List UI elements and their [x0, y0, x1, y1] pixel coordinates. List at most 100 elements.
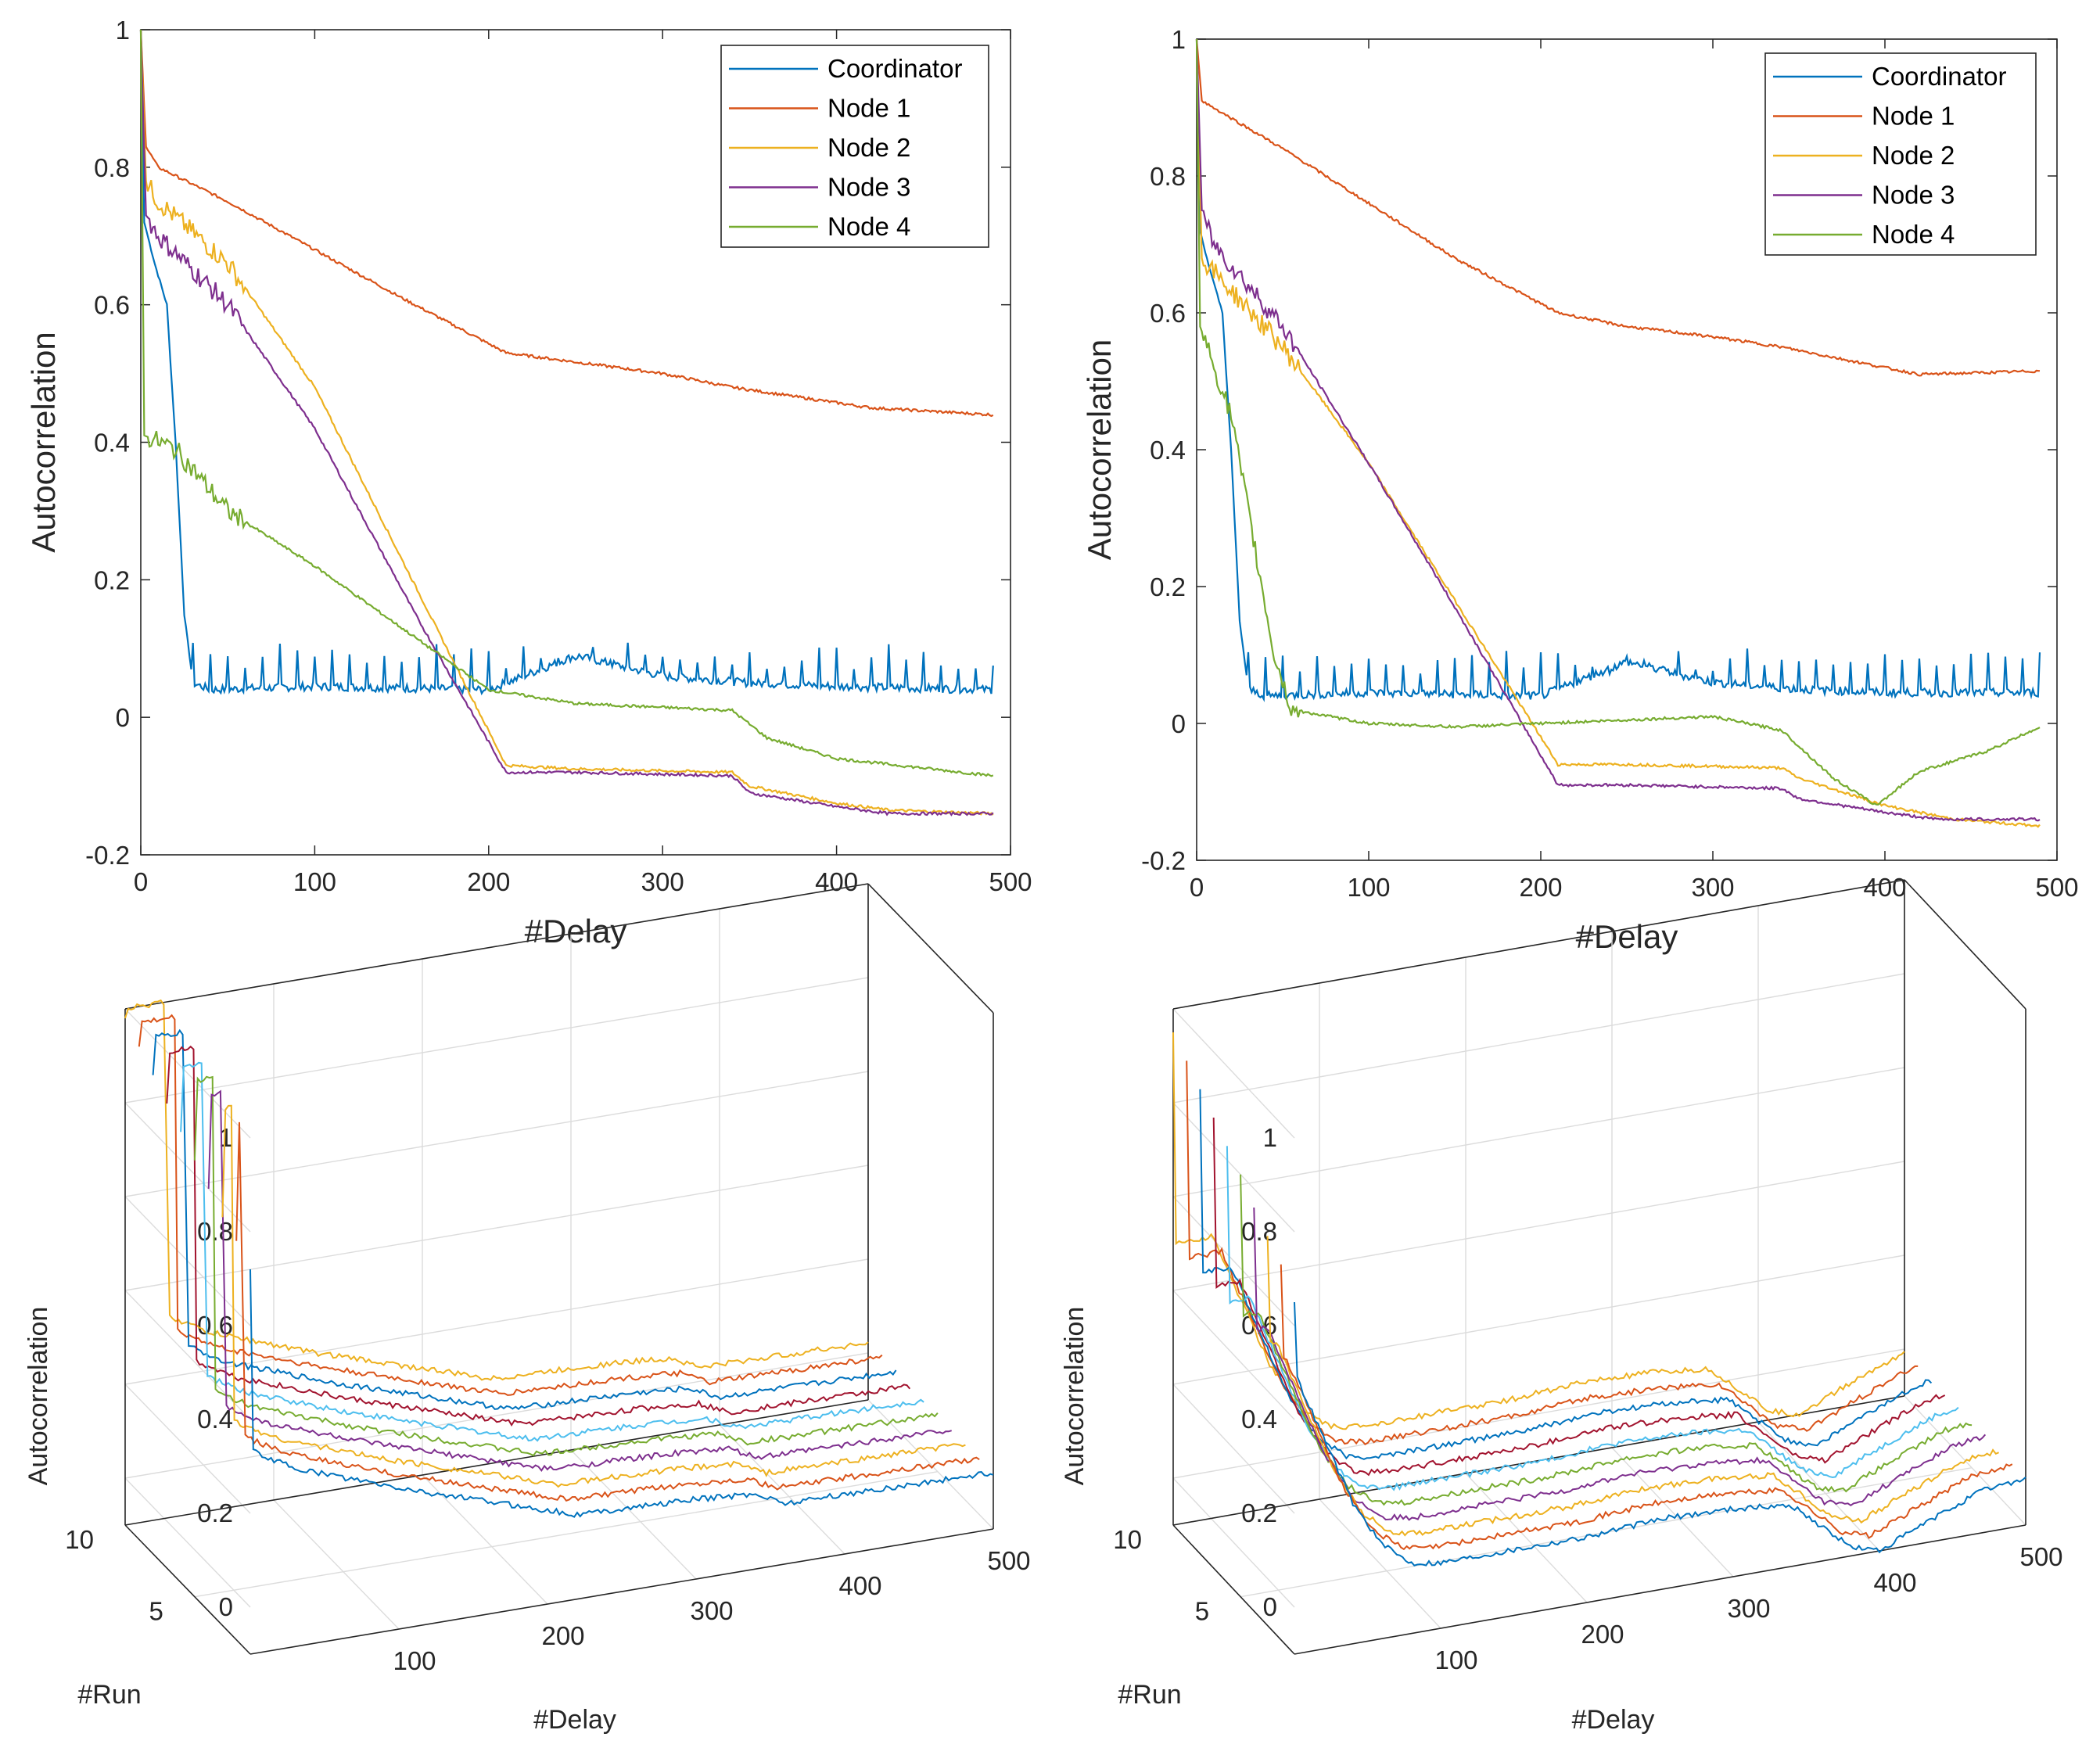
y-axis-label: Autocorrelation	[25, 332, 62, 553]
legend-entry: Node 4	[1872, 220, 1955, 249]
x-gridline-floor	[719, 1424, 845, 1555]
y-tick-label: 0.6	[94, 291, 130, 320]
x-tick-label: 100	[393, 1646, 436, 1675]
x-gridline-floor	[1757, 1421, 1880, 1552]
legend: Coordinator Node 1 Node 2 Node 3 Node 4	[1764, 52, 2037, 256]
x-gridline-floor	[273, 1499, 400, 1630]
legend-entry: Node 2	[827, 133, 910, 162]
legend: Coordinator Node 1 Node 2 Node 3 Node 4	[720, 45, 989, 248]
y-tick-label: -0.2	[85, 841, 130, 870]
x-axis-label: #Delay	[1572, 1705, 1655, 1735]
x-tick-label: 500	[989, 867, 1032, 896]
z-gridline-back	[124, 1258, 869, 1385]
x-tick-label: 100	[293, 867, 336, 896]
z-gridline-side	[1172, 1196, 1295, 1326]
x-tick-label: 300	[1691, 873, 1734, 902]
series-line-node-3	[1195, 38, 2041, 822]
z-tick-label: 0.8	[1241, 1217, 1277, 1246]
x-tick-label: 200	[467, 867, 510, 896]
x-gridline-floor	[867, 1399, 994, 1530]
legend-entry: Node 1	[827, 94, 910, 123]
run-line-1	[1294, 1301, 2026, 1567]
series-line-node-3	[139, 29, 994, 816]
z-tick-label: 1	[219, 1123, 233, 1152]
y-axis-line	[1172, 1524, 1295, 1655]
run-line-10	[124, 999, 869, 1381]
x-tick-label: 500	[2035, 873, 2078, 902]
run-line-4	[1253, 1207, 1987, 1521]
legend-box	[1764, 52, 2037, 256]
z-tick-label: 0.2	[197, 1498, 233, 1527]
run-line-2	[1280, 1264, 2013, 1551]
y-tick-label: 10	[65, 1525, 94, 1554]
y-axis-label: #Run	[77, 1680, 141, 1710]
z-axis-label: Autocorrelation	[23, 1307, 53, 1486]
x-tick-label: 200	[1519, 873, 1562, 902]
z-gridline-back	[1172, 1161, 1905, 1291]
y-tick-label: 0.4	[1150, 436, 1186, 465]
y-gridline-floor	[194, 1470, 939, 1598]
series-line-coordinator	[1195, 38, 2041, 702]
chart-bottom-left: 00.20.40.60.81100200300400500510#Delay#R…	[23, 883, 1031, 1735]
x-tick-label: 300	[641, 867, 684, 896]
z-gridline-side	[124, 1384, 251, 1514]
x-tick-label: 100	[1434, 1646, 1477, 1674]
y-tick-label: 5	[1195, 1597, 1209, 1626]
y-tick-label: 0.4	[94, 429, 130, 458]
chart-top-right: 0 100 200 300 400 500-0.200.20.40.60.81#Delay…	[1081, 25, 2079, 955]
x-gridline-floor	[1611, 1447, 1734, 1577]
legend-entry: Node 3	[1872, 181, 1955, 210]
y-axis-line	[124, 1524, 251, 1655]
run-line-5	[193, 1075, 939, 1457]
run-line-8	[152, 1028, 897, 1411]
z-gridline-back	[124, 1071, 869, 1197]
x-axis-line	[1294, 1524, 2026, 1655]
z-gridline-side	[1172, 1102, 1295, 1233]
z-gridline-back	[124, 1165, 869, 1291]
axis-edge-back-top	[1172, 879, 1905, 1010]
z-tick-label: 0	[1263, 1592, 1277, 1621]
z-gridline-back	[124, 977, 869, 1104]
x-tick-label: 200	[541, 1621, 584, 1650]
legend-box	[720, 45, 989, 248]
run-line-6	[1226, 1146, 1959, 1491]
z-gridline-back	[1172, 973, 1905, 1104]
x-tick-label: 300	[690, 1596, 733, 1625]
legend-entry: Node 4	[827, 212, 910, 241]
series-line-node-4	[139, 29, 994, 777]
run-line-6	[180, 1061, 924, 1442]
y-tick-label: 0.8	[94, 153, 130, 182]
z-gridline-side	[1172, 1008, 1295, 1139]
axis-edge-back-top	[124, 883, 869, 1010]
z-gridline-side	[1172, 1477, 1295, 1608]
legend-entry: Node 3	[827, 173, 910, 202]
z-gridline-back	[124, 1352, 869, 1479]
z-gridline-back	[1172, 1254, 1905, 1385]
run-line-2	[235, 1122, 980, 1502]
x-axis-line	[249, 1528, 994, 1655]
x-gridline-floor	[1319, 1498, 1441, 1629]
x-gridline-floor	[422, 1474, 548, 1605]
series-line-node-2	[1195, 38, 2041, 828]
legend-entry: Node 2	[1872, 141, 1955, 170]
y-tick-label: 0.8	[1150, 162, 1186, 191]
z-gridline-side	[1172, 1384, 1295, 1514]
run-line-7	[1212, 1117, 1946, 1477]
z-tick-label: 0.4	[1241, 1405, 1277, 1434]
z-tick-label: 0.2	[1241, 1498, 1277, 1527]
z-gridline-side	[124, 1290, 251, 1420]
z-gridline-back	[1172, 1348, 1905, 1479]
z-tick-label: 0	[219, 1592, 233, 1621]
x-tick-label: 100	[1347, 873, 1390, 902]
y-tick-label: 10	[1113, 1525, 1142, 1554]
z-gridline-back	[1172, 1067, 1905, 1197]
legend-entry: Node 1	[1872, 102, 1955, 131]
z-gridline-side	[1172, 1290, 1295, 1420]
y-axis-label: Autocorrelation	[1081, 339, 1118, 561]
y-tick-label: -0.2	[1141, 846, 1186, 875]
x-tick-label: 0	[1190, 873, 1204, 902]
x-tick-label: 400	[838, 1571, 881, 1600]
x-axis-label: #Delay	[533, 1705, 616, 1735]
run-line-8	[1199, 1089, 1933, 1460]
x-gridline-floor	[1465, 1473, 1588, 1603]
